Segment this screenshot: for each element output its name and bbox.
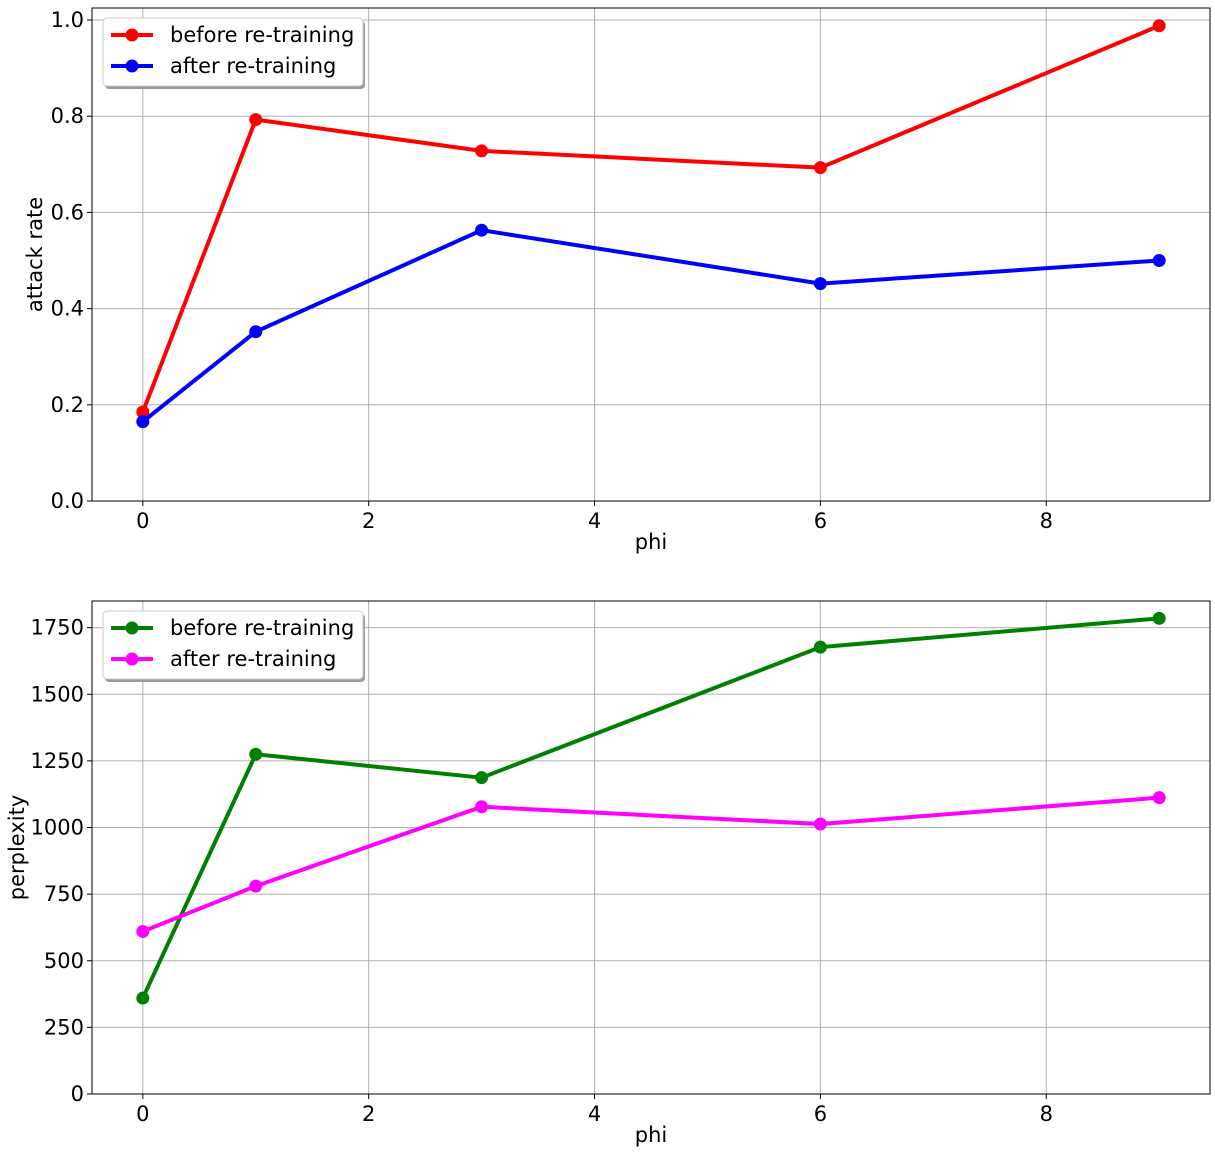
legend-box [102, 17, 364, 87]
x-tick-label: 0 [136, 1102, 149, 1126]
legend-label: after re-training [170, 54, 336, 78]
data-point [475, 223, 489, 237]
x-tick-label: 2 [362, 1102, 375, 1126]
data-point [136, 405, 150, 419]
y-tick-label: 0 [71, 1082, 84, 1106]
legend-label: after re-training [170, 647, 336, 671]
x-axis-label: phi [635, 530, 667, 554]
x-tick-label: 4 [588, 1102, 601, 1126]
data-point [1152, 791, 1166, 805]
data-point [813, 277, 827, 291]
legend-marker [125, 652, 139, 666]
y-tick-label: 1250 [31, 749, 84, 773]
legend-box [102, 610, 364, 680]
legend-label: before re-training [170, 616, 354, 640]
legend: before re-training after re-training [102, 17, 365, 89]
data-point [475, 771, 489, 785]
x-tick-label: 6 [814, 1102, 827, 1126]
series-line [141, 228, 1160, 424]
y-tick-label: 0.0 [51, 489, 84, 513]
y-axis-label: perplexity [5, 795, 29, 901]
legend-marker [125, 621, 139, 635]
data-point [475, 144, 489, 158]
series-line [142, 795, 1160, 934]
y-tick-label: 750 [44, 882, 84, 906]
data-point [813, 640, 827, 654]
chart-panel-2: 0 2 4 6 8 0 250 500 750 1000 1250 1500 1750 phi perple… [5, 600, 1211, 1147]
y-tick-label: 1000 [31, 816, 84, 840]
y-tick-label: 0.2 [51, 393, 84, 417]
y-tick-label: 1.0 [51, 8, 84, 32]
legend: before re-training after re-training [102, 610, 365, 682]
plot-frame [91, 7, 1211, 502]
legend-label: before re-training [170, 23, 354, 47]
data-point [1152, 19, 1166, 33]
data-point [813, 161, 827, 175]
y-tick-label: 0.6 [51, 200, 84, 224]
x-tick-label: 2 [362, 509, 375, 533]
data-point [249, 113, 263, 127]
data-point [136, 415, 150, 429]
legend-marker [125, 59, 139, 73]
data-point [475, 800, 489, 814]
data-point [813, 817, 827, 831]
y-tick-label: 1500 [31, 682, 84, 706]
data-point [136, 991, 150, 1005]
data-point [136, 924, 150, 938]
x-tick-label: 0 [136, 509, 149, 533]
y-tick-label: 0.8 [51, 104, 84, 128]
x-tick-label: 8 [1040, 509, 1053, 533]
x-tick-label: 8 [1040, 1102, 1053, 1126]
x-tick-label: 6 [814, 509, 827, 533]
plot-frame [91, 600, 1211, 1095]
data-point [249, 325, 263, 339]
data-point [1152, 611, 1166, 625]
x-tick-label: 4 [588, 509, 601, 533]
y-tick-label: 500 [44, 949, 84, 973]
chart-panel-1: 0 2 4 6 8 0.0 0.2 0.4 0.6 0.8 1.0 phi attack rate bef… [23, 7, 1211, 554]
y-tick-label: 250 [44, 1015, 84, 1039]
data-point [249, 879, 263, 893]
legend-marker [125, 28, 139, 42]
data-point [249, 747, 263, 761]
y-tick-label: 1750 [31, 616, 84, 640]
data-point [1152, 254, 1166, 268]
y-axis-label: attack rate [23, 197, 47, 312]
x-axis-label: phi [635, 1123, 667, 1147]
y-tick-label: 0.4 [51, 297, 84, 321]
